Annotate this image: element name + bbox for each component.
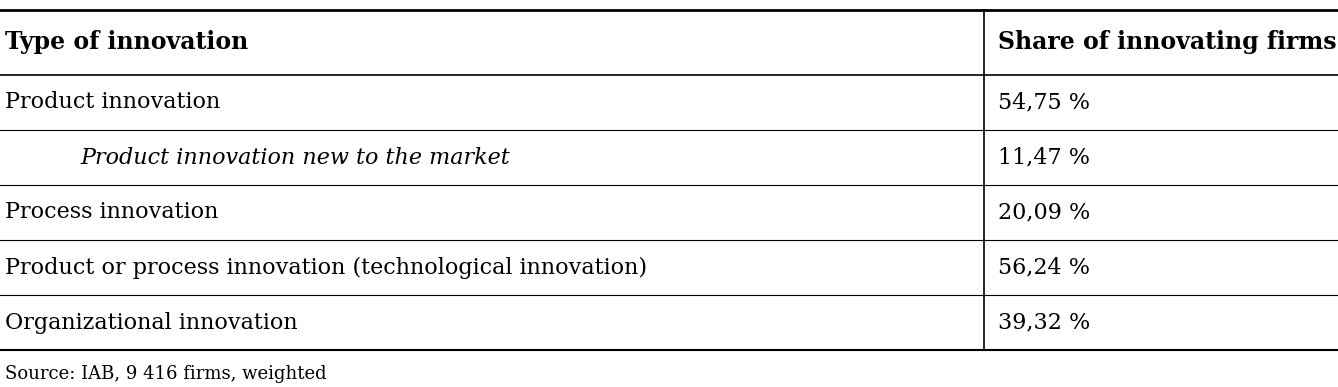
Text: 11,47 %: 11,47 %: [998, 147, 1090, 168]
Text: Source: IAB, 9 416 firms, weighted: Source: IAB, 9 416 firms, weighted: [5, 365, 326, 383]
Text: Process innovation: Process innovation: [5, 202, 218, 224]
Text: Product innovation new to the market: Product innovation new to the market: [80, 147, 510, 168]
Text: 20,09 %: 20,09 %: [998, 202, 1090, 224]
Text: 56,24 %: 56,24 %: [998, 257, 1090, 279]
Text: Product innovation: Product innovation: [5, 91, 221, 113]
Text: Type of innovation: Type of innovation: [5, 31, 249, 55]
Text: Product or process innovation (technological innovation): Product or process innovation (technolog…: [5, 257, 648, 279]
Text: Share of innovating firms: Share of innovating firms: [998, 31, 1337, 55]
Text: 39,32 %: 39,32 %: [998, 312, 1090, 334]
Text: 54,75 %: 54,75 %: [998, 91, 1090, 113]
Text: Organizational innovation: Organizational innovation: [5, 312, 297, 334]
